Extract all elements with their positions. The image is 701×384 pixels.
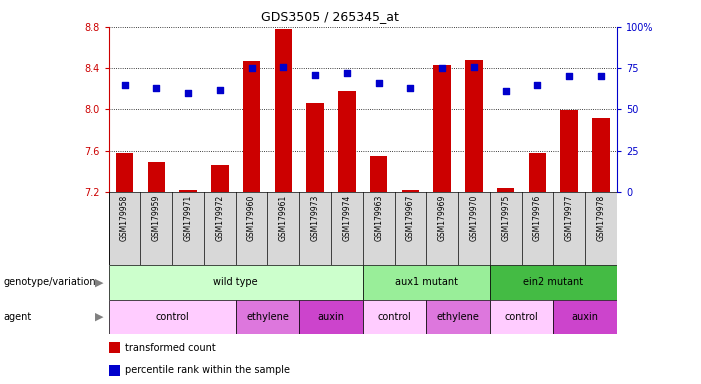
Bar	[363, 265, 490, 300]
Text: ethylene: ethylene	[246, 312, 289, 322]
Text: auxin: auxin	[318, 312, 344, 322]
Text: GSM179969: GSM179969	[437, 195, 447, 241]
Point	[310, 72, 321, 78]
Text: GSM179974: GSM179974	[342, 195, 351, 241]
Bar	[211, 165, 229, 192]
Text: agent: agent	[4, 312, 32, 322]
Bar	[363, 300, 426, 334]
Bar	[490, 265, 617, 300]
Text: GDS3505 / 265345_at: GDS3505 / 265345_at	[261, 10, 398, 23]
Bar	[299, 300, 363, 334]
Text: GSM179959: GSM179959	[152, 195, 161, 241]
Text: control: control	[505, 312, 538, 322]
Bar	[109, 300, 236, 334]
Bar	[109, 265, 363, 300]
Bar	[402, 190, 419, 192]
Bar	[529, 153, 546, 192]
Bar	[497, 188, 515, 192]
Point	[532, 82, 543, 88]
Bar	[490, 300, 553, 334]
Point	[215, 86, 226, 93]
Point	[468, 63, 479, 70]
Point	[278, 63, 289, 70]
Text: control: control	[156, 312, 189, 322]
Bar	[553, 300, 617, 334]
Text: GSM179978: GSM179978	[597, 195, 606, 241]
Point	[182, 90, 193, 96]
Text: ein2 mutant: ein2 mutant	[523, 277, 583, 287]
Text: GSM179960: GSM179960	[247, 195, 256, 241]
Text: GSM179958: GSM179958	[120, 195, 129, 241]
Bar	[109, 342, 120, 353]
Text: percentile rank within the sample: percentile rank within the sample	[125, 365, 290, 375]
Bar	[561, 111, 578, 192]
Text: GSM179977: GSM179977	[565, 195, 573, 241]
Text: control: control	[378, 312, 411, 322]
Point	[373, 80, 384, 86]
Bar	[109, 364, 120, 376]
Text: ethylene: ethylene	[437, 312, 479, 322]
Point	[595, 73, 606, 79]
Text: GSM179967: GSM179967	[406, 195, 415, 241]
Text: GSM179971: GSM179971	[184, 195, 193, 241]
Bar	[275, 29, 292, 192]
Text: ▶: ▶	[95, 312, 104, 322]
Point	[404, 85, 416, 91]
Point	[500, 88, 511, 94]
Text: wild type: wild type	[213, 277, 258, 287]
Bar	[243, 61, 260, 192]
Bar	[465, 60, 483, 192]
Bar	[236, 300, 299, 334]
Text: GSM179976: GSM179976	[533, 195, 542, 241]
Text: genotype/variation: genotype/variation	[4, 277, 96, 287]
Text: GSM179970: GSM179970	[470, 195, 479, 241]
Text: GSM179973: GSM179973	[311, 195, 320, 241]
Text: GSM179975: GSM179975	[501, 195, 510, 241]
Point	[246, 65, 257, 71]
Point	[564, 73, 575, 79]
Text: GSM179961: GSM179961	[279, 195, 288, 241]
Bar	[433, 65, 451, 192]
Bar	[592, 118, 610, 192]
Bar	[426, 300, 490, 334]
Point	[437, 65, 448, 71]
Point	[119, 82, 130, 88]
Bar	[148, 162, 165, 192]
Point	[341, 70, 353, 76]
Bar	[338, 91, 355, 192]
Text: aux1 mutant: aux1 mutant	[395, 277, 458, 287]
Text: auxin: auxin	[571, 312, 599, 322]
Bar	[116, 153, 133, 192]
Bar	[179, 190, 197, 192]
Text: transformed count: transformed count	[125, 343, 216, 353]
Bar	[306, 103, 324, 192]
Point	[151, 85, 162, 91]
Text: GSM179963: GSM179963	[374, 195, 383, 241]
Bar	[370, 156, 388, 192]
Text: GSM179972: GSM179972	[215, 195, 224, 241]
Text: ▶: ▶	[95, 277, 104, 287]
